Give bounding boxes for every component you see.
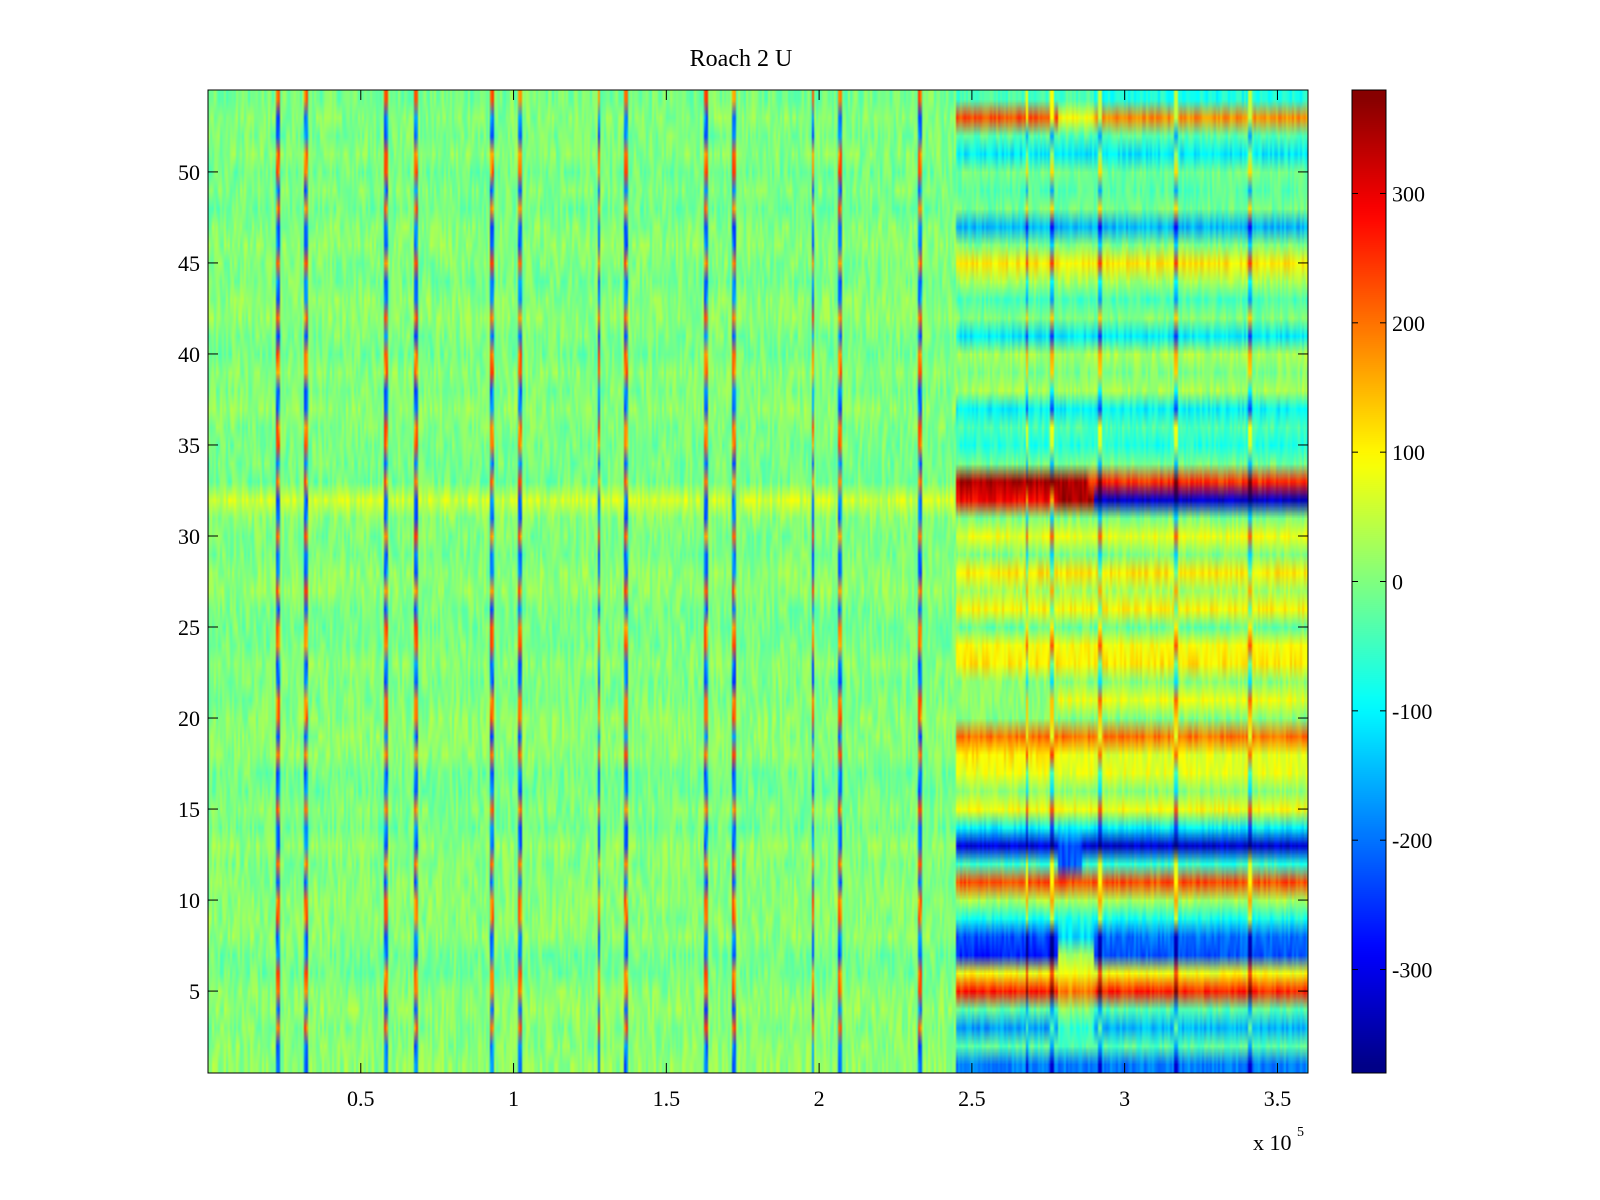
x-axis: 0.5 1 1.5 2 2.5 3 3.5 — [347, 90, 1291, 1111]
y-axis: 5 10 15 20 25 30 35 40 45 50 — [178, 160, 1308, 1004]
y-tick-label: 10 — [178, 888, 200, 913]
x-tick-label: 1 — [508, 1086, 519, 1111]
x-multiplier-base: x 10 — [1253, 1130, 1292, 1155]
colorbar-tick-label: 0 — [1392, 570, 1403, 595]
y-tick-label: 20 — [178, 706, 200, 731]
x-tick-label: 0.5 — [347, 1086, 375, 1111]
colorbar-ticks: 300 200 100 0 -100 -200 -300 — [1352, 181, 1432, 983]
y-tick-label: 15 — [178, 797, 200, 822]
y-tick-label: 5 — [189, 979, 200, 1004]
x-tick-label: 3.5 — [1264, 1086, 1292, 1111]
plot-area — [207, 89, 1309, 1074]
x-multiplier-exponent: 5 — [1297, 1125, 1304, 1140]
x-tick-label: 1.5 — [653, 1086, 681, 1111]
x-tick-label: 2 — [814, 1086, 825, 1111]
colorbar-tick-label: 300 — [1392, 181, 1425, 206]
x-tick-label: 3 — [1119, 1086, 1130, 1111]
colorbar-tick-label: -300 — [1392, 958, 1432, 983]
y-tick-label: 40 — [178, 342, 200, 367]
colorbar: 300 200 100 0 -100 -200 -300 — [1351, 89, 1432, 1074]
colorbar-tick-label: -100 — [1392, 699, 1432, 724]
chart-title: Roach 2 U — [690, 46, 793, 72]
colorbar-tick-label: 200 — [1392, 311, 1425, 336]
heatmap-image — [208, 90, 1308, 1073]
plot-frame — [207, 89, 1309, 1074]
y-tick-label: 50 — [178, 160, 200, 185]
y-tick-label: 45 — [178, 251, 200, 276]
y-tick-label: 35 — [178, 433, 200, 458]
y-tick-label: 30 — [178, 524, 200, 549]
colorbar-tick-label: -200 — [1392, 828, 1432, 853]
y-tick-label: 25 — [178, 615, 200, 640]
x-tick-label: 2.5 — [958, 1086, 986, 1111]
colorbar-tick-label: 100 — [1392, 440, 1425, 465]
x-axis-multiplier: x 10 5 — [1253, 1125, 1304, 1155]
